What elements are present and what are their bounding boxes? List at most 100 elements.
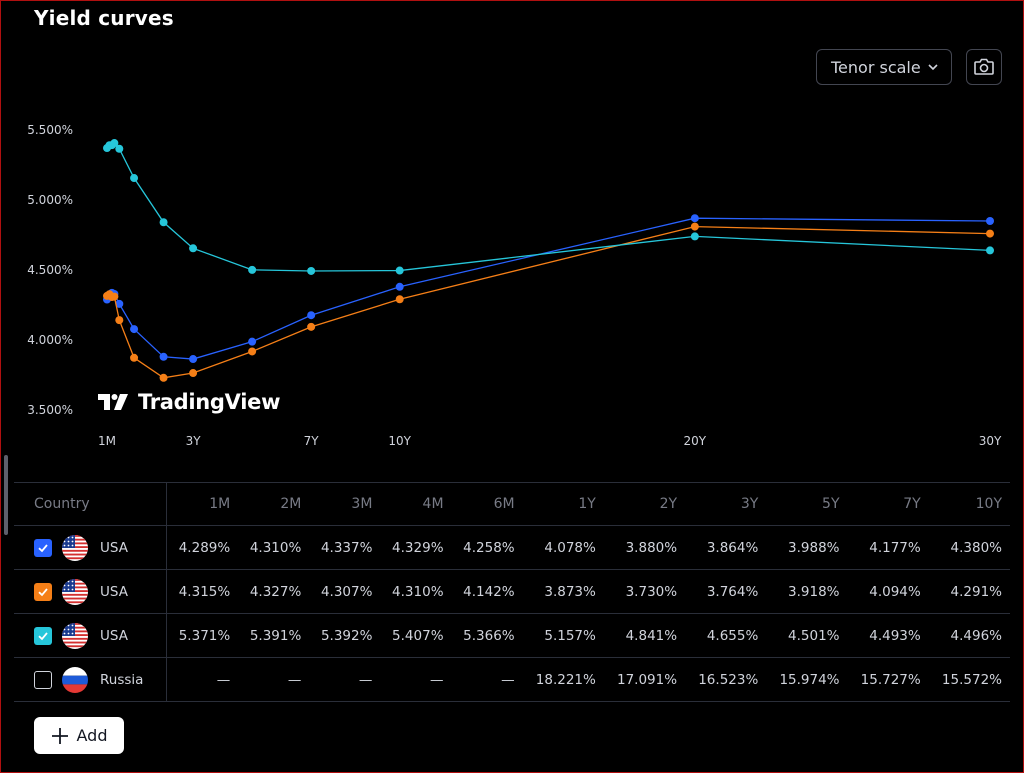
series-checkbox[interactable] — [34, 626, 52, 645]
screenshot-button[interactable] — [966, 49, 1002, 85]
checkmark-icon — [38, 587, 48, 596]
column-header-2y[interactable]: 2Y — [603, 482, 686, 526]
data-point[interactable] — [986, 246, 994, 255]
data-point[interactable] — [690, 214, 699, 223]
data-point[interactable] — [130, 353, 139, 362]
column-header-10y[interactable]: 10Y — [928, 482, 1010, 526]
usa-flag-icon — [62, 578, 88, 605]
series-line-0 — [106, 217, 991, 360]
x-axis-tick-label: 7Y — [304, 434, 320, 448]
y-axis-tick-label: 4.000% — [27, 333, 73, 347]
add-button[interactable]: Add — [34, 717, 124, 754]
data-point[interactable] — [248, 347, 257, 356]
yield-value-cell: 5.371% — [166, 613, 239, 658]
yield-value-cell: 5.366% — [451, 613, 523, 658]
data-point[interactable] — [248, 337, 257, 346]
column-header-1y[interactable]: 1Y — [522, 482, 604, 526]
data-point[interactable] — [248, 265, 257, 274]
chevron-down-icon — [928, 64, 938, 71]
data-point[interactable] — [130, 325, 139, 334]
y-axis-tick-label: 3.500% — [27, 403, 73, 417]
country-name: Russia — [100, 671, 144, 688]
yield-value-cell: 5.157% — [522, 613, 604, 658]
country-cell-content: USA — [34, 622, 158, 649]
column-header-2m[interactable]: 2M — [238, 482, 310, 526]
country-cell: USA — [14, 569, 167, 614]
x-axis-tick-label: 20Y — [684, 434, 707, 448]
x-axis-tick-label: 1M — [98, 434, 116, 448]
yield-value-cell: 4.310% — [380, 569, 452, 614]
yield-value-cell: 18.221% — [522, 657, 604, 702]
panel-resize-handle[interactable] — [4, 455, 8, 535]
data-point[interactable] — [115, 316, 124, 325]
yield-value-cell: 4.493% — [847, 613, 929, 658]
data-point[interactable] — [189, 355, 198, 364]
data-point[interactable] — [395, 295, 404, 304]
yield-value-cell: 17.091% — [603, 657, 686, 702]
data-point[interactable] — [159, 373, 168, 382]
column-header-6m[interactable]: 6M — [451, 482, 523, 526]
tenor-scale-dropdown[interactable]: Tenor scale — [816, 49, 952, 85]
watermark-text: TradingView — [138, 390, 281, 414]
data-point[interactable] — [986, 217, 994, 225]
table-row: Russia — — — — —18.221% 17.091% 16.523% 15.974% 1… — [14, 657, 1010, 702]
yield-value-cell: 5.391% — [238, 613, 310, 658]
yield-value-cell: 5.392% — [309, 613, 381, 658]
country-cell-content: USA — [34, 578, 158, 605]
country-name: USA — [100, 539, 128, 556]
data-point[interactable] — [307, 311, 316, 320]
yield-value-cell: 3.864% — [685, 525, 767, 570]
data-point[interactable] — [110, 139, 119, 148]
yield-value-cell: 15.974% — [766, 657, 848, 702]
column-header-5y[interactable]: 5Y — [766, 482, 848, 526]
data-point[interactable] — [690, 232, 699, 241]
x-axis-tick-label: 10Y — [388, 434, 411, 448]
country-cell: USA — [14, 613, 167, 658]
column-header-3m[interactable]: 3M — [309, 482, 381, 526]
data-point[interactable] — [189, 369, 198, 378]
x-axis-tick-label: 3Y — [186, 434, 202, 448]
data-point[interactable] — [159, 352, 168, 361]
russia-flag-icon — [62, 666, 88, 693]
data-point[interactable] — [307, 266, 316, 275]
yield-value-cell: 4.094% — [847, 569, 929, 614]
yield-curve-chart: 5.500% 5.000% 4.500% 4.000% 3.500% 1M 3Y 7Y 10Y 2… — [27, 123, 1002, 448]
yield-value-cell: 5.407% — [380, 613, 452, 658]
data-point[interactable] — [395, 266, 404, 275]
data-point[interactable] — [110, 292, 119, 301]
data-point[interactable] — [690, 222, 699, 231]
data-point[interactable] — [115, 299, 124, 308]
yield-value-cell: 4.291% — [928, 569, 1010, 614]
data-point[interactable] — [986, 229, 994, 238]
series-checkbox[interactable] — [34, 670, 52, 689]
column-header-1m[interactable]: 1M — [166, 482, 239, 526]
yield-value-cell: 3.873% — [522, 569, 604, 614]
column-header-3y[interactable]: 3Y — [685, 482, 767, 526]
yield-value-cell: 3.988% — [766, 525, 848, 570]
series-checkbox[interactable] — [34, 538, 52, 557]
yield-value-cell: 3.730% — [603, 569, 686, 614]
yield-value-cell: — — [309, 657, 381, 702]
y-axis-tick-label: 5.000% — [27, 193, 73, 207]
data-point[interactable] — [130, 174, 139, 183]
country-cell-content: USA — [34, 534, 158, 561]
data-point[interactable] — [307, 322, 316, 331]
x-axis-tick-label: 30Y — [979, 434, 1002, 448]
column-header-4m[interactable]: 4M — [380, 482, 452, 526]
country-name: USA — [100, 583, 128, 600]
usa-flag-icon — [62, 534, 88, 561]
series-checkbox[interactable] — [34, 582, 52, 601]
yield-value-cell: 4.078% — [522, 525, 604, 570]
data-point[interactable] — [395, 282, 404, 291]
yield-value-cell: — — [166, 657, 239, 702]
column-header-7y[interactable]: 7Y — [847, 482, 929, 526]
checkmark-icon — [38, 631, 48, 640]
yield-value-cell: 4.337% — [309, 525, 381, 570]
data-point[interactable] — [189, 244, 198, 253]
data-point[interactable] — [159, 218, 168, 227]
table-row: USA 4.289% 4.310% 4.337% 4.329% 4.258% 4.078% 3… — [14, 525, 1010, 570]
column-header-country[interactable]: Country — [14, 482, 167, 526]
yield-value-cell: 3.880% — [603, 525, 686, 570]
data-point[interactable] — [115, 144, 124, 153]
yield-value-cell: 4.258% — [451, 525, 523, 570]
